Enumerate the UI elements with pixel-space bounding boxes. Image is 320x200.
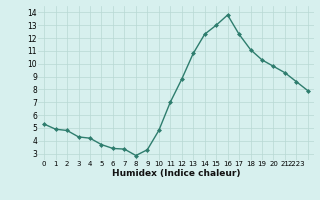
X-axis label: Humidex (Indice chaleur): Humidex (Indice chaleur) [112,169,240,178]
